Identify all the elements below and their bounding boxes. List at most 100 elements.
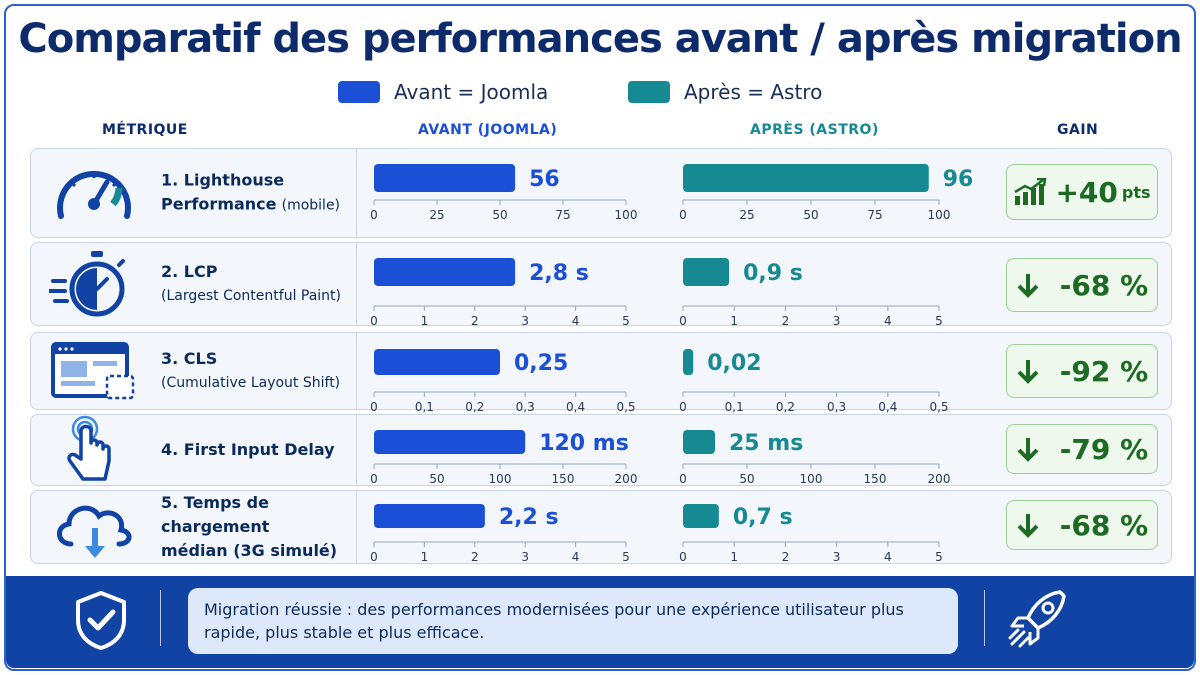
tick-label: 0 (370, 472, 378, 486)
legend-item-before: Avant = Joomla (338, 80, 548, 104)
column-header-metric: MÉTRIQUE (102, 122, 188, 138)
tick-label: 0,4 (878, 400, 897, 414)
data-label-before: 120 ms (539, 431, 629, 456)
gain-box: -68 % (1006, 258, 1158, 312)
tick-label: 0 (679, 472, 687, 486)
bar-before (374, 258, 516, 286)
row-sublabel: (mobile) (281, 197, 341, 214)
tick-label: 25 (429, 208, 444, 222)
tick-label: 50 (739, 472, 754, 486)
arrow-down-icon (1017, 360, 1039, 384)
tick-label: 4 (884, 550, 892, 564)
tick-label: 2 (471, 314, 479, 328)
tick-label: 50 (429, 472, 444, 486)
trend-up-icon (1014, 178, 1047, 205)
gain-box: -92 % (1006, 344, 1158, 398)
row-metric-cell: 4. First Input Delay (31, 415, 357, 485)
tick-label: 0 (679, 400, 687, 414)
legend-swatch-before (338, 81, 380, 103)
tick-label: 1 (730, 314, 738, 328)
tick-label: 0 (370, 550, 378, 564)
tick-label: 200 (615, 472, 638, 486)
table-row-cls: 3. CLS (Cumulative Layout Shift) (30, 332, 1172, 410)
stopwatch-icon (49, 251, 125, 317)
bar-before (374, 430, 526, 454)
gain-box: -79 % (1006, 424, 1158, 474)
row-metric-cell: 3. CLS (Cumulative Layout Shift) (31, 333, 357, 409)
tick-label: 3 (521, 314, 529, 328)
row-metric-cell: 1. Lighthouse Performance (mobile) (31, 149, 357, 237)
data-label-after: 25 ms (729, 431, 803, 456)
pointer-tap-icon (67, 415, 111, 481)
legend-swatch-after (628, 81, 670, 103)
tick-label: 2 (782, 550, 790, 564)
row-metric-cell: 2. LCP (Largest Contentful Paint) (31, 243, 357, 325)
tick-label: 3 (521, 550, 529, 564)
tick-label: 5 (622, 550, 630, 564)
tick-label: 0 (679, 550, 687, 564)
tick-label: 75 (867, 208, 882, 222)
table-row-fid: 4. First Input Delay (30, 414, 1172, 486)
column-header-gain: GAIN (1057, 122, 1099, 138)
tick-label: 2 (471, 550, 479, 564)
bar-after (683, 258, 730, 286)
gain-box: -68 % (1006, 500, 1158, 550)
page-title: Comparatif des performances avant / aprè… (18, 16, 1182, 62)
gain-value: -68 % (1059, 268, 1149, 302)
tick-label: 0 (370, 400, 378, 414)
gain-value: +40 (1055, 175, 1118, 209)
column-header-before: AVANT (JOOMLA) (418, 122, 558, 138)
tick-label: 0,1 (725, 400, 744, 414)
arrow-down-icon (1017, 438, 1039, 462)
tick-label: 5 (935, 314, 943, 328)
tick-label: 150 (552, 472, 575, 486)
tick-label: 200 (928, 472, 951, 486)
table-row-load-time: 5. Temps de chargement médian (3G simulé… (30, 490, 1172, 564)
data-label-before: 0,25 (514, 351, 568, 376)
bar-after (683, 504, 719, 528)
table-row-lcp: 2. LCP (Largest Contentful Paint) (30, 242, 1172, 326)
tick-label: 0,3 (827, 400, 846, 414)
tick-label: 4 (884, 314, 892, 328)
tick-label: 0,2 (776, 400, 795, 414)
row-sublabel: (Cumulative Layout Shift) (161, 375, 341, 391)
gain-value: -79 % (1059, 432, 1149, 466)
row-label: 3. CLS (161, 349, 218, 368)
data-label-after: 0,7 s (733, 505, 793, 530)
gain-unit: pts (1121, 182, 1151, 202)
tick-label: 100 (615, 208, 638, 222)
row-metric-cell: 5. Temps de chargement médian (3G simulé… (31, 491, 357, 563)
tick-label: 100 (928, 208, 951, 222)
tick-label: 1 (730, 550, 738, 564)
shield-check-icon (76, 591, 126, 650)
bar-before (374, 349, 500, 375)
data-label-before: 2,8 s (529, 261, 589, 286)
bar-before (374, 164, 516, 192)
tick-label: 0,5 (929, 400, 948, 414)
speedometer-icon (57, 170, 131, 219)
bar-before (374, 504, 485, 528)
tick-label: 0,4 (566, 400, 585, 414)
tick-label: 1 (421, 550, 429, 564)
tick-label: 75 (555, 208, 570, 222)
tick-label: 0,1 (415, 400, 434, 414)
tick-label: 50 (803, 208, 818, 222)
bar-after (683, 164, 929, 192)
table-row-lighthouse: 1. Lighthouse Performance (mobile) (30, 148, 1172, 238)
tick-label: 50 (492, 208, 507, 222)
footer-divider (160, 590, 161, 646)
tick-label: 5 (935, 550, 943, 564)
bar-after (683, 349, 694, 375)
tick-label: 4 (572, 314, 580, 328)
legend-item-after: Après = Astro (628, 80, 822, 104)
row-label: 4. First Input Delay (161, 440, 335, 459)
rocket-icon (1008, 590, 1066, 648)
data-label-before: 56 (529, 167, 560, 192)
data-label-after: 0,9 s (743, 261, 803, 286)
data-label-after: 0,02 (707, 351, 761, 376)
data-label-after: 96 (943, 167, 974, 192)
tick-label: 0,2 (465, 400, 484, 414)
legend-label-before: Avant = Joomla (394, 80, 549, 104)
row-label-2: médian (3G simulé) (161, 541, 338, 560)
